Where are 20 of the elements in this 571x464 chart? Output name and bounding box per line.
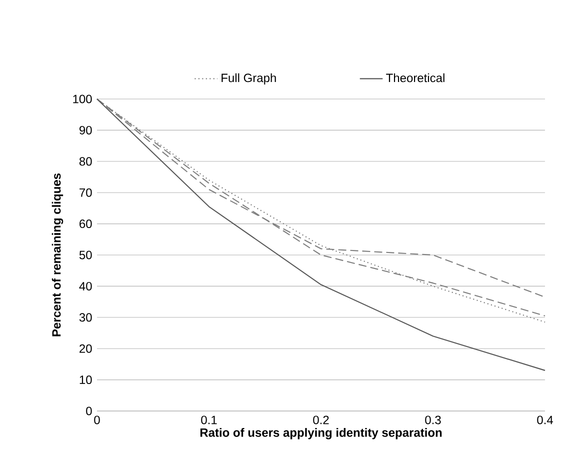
y-tick-label: 100: [73, 94, 92, 104]
y-tick-label: 30: [79, 313, 92, 322]
y-tick-label: 80: [79, 157, 92, 166]
y-axis-title: Percent of remaining cliques: [52, 173, 64, 336]
legend-label: Full Graph: [222, 73, 276, 85]
x-tick-label: 0.3: [425, 416, 441, 424]
y-tick-label: 90: [80, 126, 92, 134]
y-tick-label: 0: [86, 406, 92, 416]
y-tick-label: 20: [80, 344, 92, 353]
y-tick-label: 70: [80, 188, 92, 197]
x-tick-label: 0.4: [537, 416, 553, 424]
y-tick-label: 40: [79, 282, 92, 290]
x-axis-title: Ratio of users applying identity separation: [200, 428, 442, 440]
x-tick-label: 0: [94, 416, 100, 424]
legend-label: Theoretical: [386, 73, 444, 82]
y-tick-label: 10: [80, 376, 92, 384]
y-tick-label: 50: [79, 250, 92, 260]
x-tick-label: 0.1: [201, 416, 217, 424]
y-tick-label: 60: [80, 220, 92, 228]
x-tick-label: 0.2: [313, 416, 329, 424]
